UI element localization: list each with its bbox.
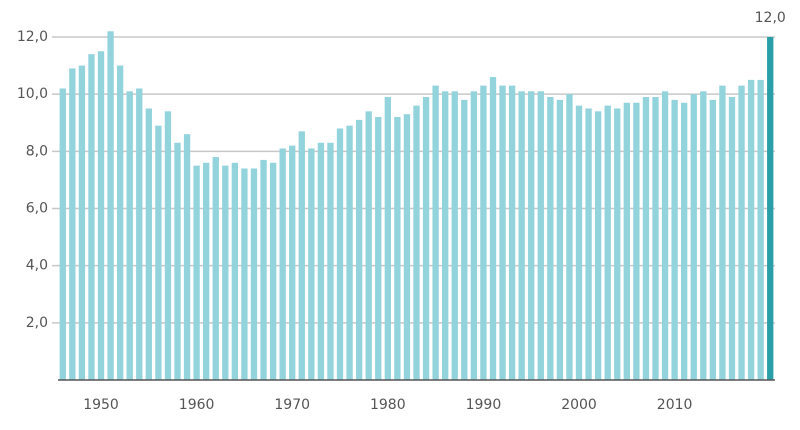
bar <box>499 85 506 381</box>
bar <box>528 91 535 380</box>
bar <box>719 85 726 381</box>
bar <box>518 91 525 380</box>
bar <box>585 108 592 380</box>
x-tick-label: 1990 <box>466 397 502 413</box>
bar <box>757 79 764 380</box>
bar <box>336 128 344 380</box>
bar <box>327 142 334 380</box>
bar <box>556 99 564 380</box>
bar <box>250 168 258 380</box>
bar <box>747 79 755 380</box>
bar <box>614 108 621 380</box>
bar <box>88 54 95 381</box>
bar <box>738 85 745 381</box>
bar <box>671 99 678 380</box>
bar <box>394 117 401 380</box>
bar <box>661 91 669 380</box>
bar <box>633 102 640 380</box>
bar <box>575 105 583 381</box>
bar <box>183 134 191 380</box>
y-tick-label: 6,0 <box>26 201 48 217</box>
bar <box>97 51 105 380</box>
y-tick-label: 2,0 <box>26 315 48 331</box>
bar <box>442 91 449 380</box>
bar <box>59 88 66 380</box>
value-label: 12,0 <box>755 10 786 26</box>
bar <box>279 148 286 380</box>
bar <box>145 108 152 380</box>
bar <box>116 65 124 381</box>
bar <box>346 125 353 381</box>
bar <box>308 148 315 380</box>
bar <box>537 91 544 380</box>
bar <box>193 165 200 380</box>
bar <box>365 111 372 380</box>
bar <box>700 91 707 380</box>
x-tick-label: 1960 <box>179 397 215 413</box>
bar <box>107 31 114 380</box>
bar <box>260 159 267 380</box>
x-tick-label: 1970 <box>274 397 310 413</box>
bar <box>604 105 611 381</box>
bar <box>470 91 478 380</box>
bar <box>690 94 697 381</box>
bar <box>652 97 659 380</box>
x-tick-label: 1980 <box>370 397 406 413</box>
x-tick-label: 2010 <box>657 397 693 413</box>
bar <box>174 142 181 380</box>
bar <box>413 105 420 381</box>
bar <box>317 142 325 380</box>
bar <box>69 68 76 380</box>
bar <box>728 97 736 380</box>
y-tick-label: 8,0 <box>26 143 48 159</box>
bar <box>384 97 391 380</box>
bar <box>508 85 516 381</box>
bar <box>136 88 143 380</box>
bar <box>461 99 468 380</box>
bar <box>375 117 382 380</box>
x-tick-label: 2000 <box>561 397 597 413</box>
bar <box>155 125 162 381</box>
y-tick-label: 10,0 <box>17 86 48 102</box>
bar <box>222 165 229 380</box>
bar <box>289 145 296 380</box>
bar <box>709 99 717 380</box>
bar <box>566 94 573 381</box>
x-tick-label: 1950 <box>83 397 119 413</box>
bar <box>480 85 487 381</box>
bar <box>594 111 602 380</box>
bar <box>78 65 86 381</box>
bar <box>298 131 305 380</box>
bar <box>432 85 439 381</box>
bar <box>269 162 277 380</box>
bar <box>767 37 774 380</box>
bar <box>212 157 219 380</box>
bar <box>231 162 239 380</box>
bar <box>164 111 172 380</box>
bar <box>403 114 411 381</box>
bar <box>355 119 363 380</box>
bar <box>126 91 133 380</box>
bar <box>489 77 497 380</box>
bar <box>547 97 554 380</box>
bar <box>642 97 650 380</box>
bar <box>203 162 210 380</box>
y-tick-label: 4,0 <box>26 258 48 274</box>
bar <box>681 102 688 380</box>
bar <box>623 102 630 380</box>
bar <box>451 91 458 380</box>
bar <box>422 97 430 380</box>
bar <box>241 168 248 380</box>
y-tick-label: 12,0 <box>17 29 48 45</box>
